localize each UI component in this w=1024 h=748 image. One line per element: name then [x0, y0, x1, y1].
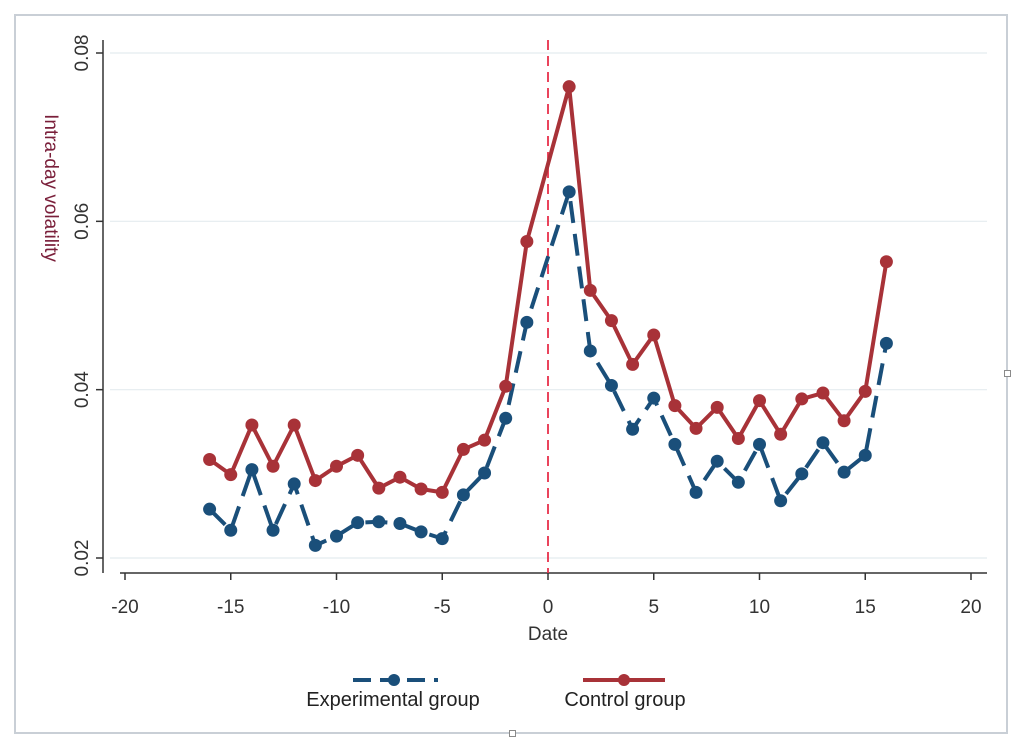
- experimental-group-point: [203, 502, 217, 516]
- legend: Experimental group Control group: [306, 674, 686, 711]
- experimental-group-point: [435, 532, 449, 546]
- control-group-point: [245, 418, 259, 432]
- experimental-group-point: [795, 467, 809, 481]
- chart-frame: [14, 14, 1008, 734]
- experimental-group-point: [689, 485, 703, 499]
- control-group-point: [837, 414, 851, 428]
- experimental-group-point: [753, 437, 766, 451]
- experimental-group-point: [456, 488, 470, 502]
- experimental-group-point: [604, 378, 618, 392]
- experimental-group-point: [626, 422, 640, 436]
- control-group-point: [562, 80, 576, 94]
- control-group-point: [224, 468, 238, 482]
- control-group-point: [879, 255, 893, 269]
- y-axis-title: Intra-day volatility: [40, 114, 61, 262]
- control-group-point: [499, 379, 513, 393]
- experimental-group-point: [351, 516, 365, 530]
- legend-label-control-group: Control group: [564, 689, 685, 711]
- experimental-group-point: [224, 523, 238, 537]
- control-group-point: [435, 485, 449, 499]
- experimental-group-point: [837, 465, 851, 479]
- experimental-group-point: [245, 463, 259, 477]
- x-tick-label: 15: [855, 597, 876, 618]
- control-group-point: [858, 384, 872, 398]
- control-group-point: [710, 400, 724, 414]
- y-tick-label: 0.08: [72, 35, 93, 72]
- experimental-group-point: [414, 525, 428, 539]
- control-group-point: [604, 314, 618, 328]
- control-group-point: [689, 421, 703, 435]
- x-tick-label: 5: [648, 597, 659, 618]
- control-group-point: [351, 448, 365, 462]
- experimental-group-point: [562, 185, 576, 199]
- control-group-point: [478, 433, 492, 447]
- experimental-group-point: [731, 475, 745, 489]
- legend-label-experimental-group: Experimental group: [306, 689, 479, 711]
- y-tick-label: 0.06: [72, 203, 93, 240]
- x-tick-label: -10: [323, 597, 350, 618]
- experimental-group-point: [647, 391, 661, 405]
- resize-handle-bottom[interactable]: [509, 730, 516, 737]
- control-group-point: [774, 427, 788, 441]
- axes: [102, 40, 987, 574]
- experimental-group-point: [774, 494, 788, 508]
- control-group-point: [816, 386, 830, 400]
- control-group-point: [330, 459, 343, 473]
- experimental-group-point: [879, 336, 893, 350]
- x-tick-label: -20: [111, 597, 138, 618]
- legend-marker-control-group: [618, 674, 630, 686]
- experimental-group-point: [372, 515, 386, 529]
- experimental-group-point: [499, 411, 513, 425]
- control-group-point: [731, 431, 745, 445]
- experimental-group-point: [710, 454, 724, 468]
- experimental-group-point: [520, 315, 534, 329]
- tick-marks: 0.02 0.04 0.06 0.08 -20 -15 -10 -5 0 5 10 15 20: [72, 35, 982, 618]
- experimental-group-point: [308, 538, 322, 552]
- y-tick-label: 0.02: [72, 540, 93, 577]
- control-group-point: [583, 283, 597, 297]
- legend-marker-experimental-group: [388, 674, 400, 686]
- control-group-point: [626, 357, 640, 371]
- control-group-point: [795, 392, 809, 406]
- experimental-group-point: [287, 477, 301, 491]
- control-group-point: [393, 470, 407, 484]
- control-group-point: [308, 474, 322, 488]
- x-tick-label: 0: [543, 597, 554, 618]
- resize-handle-right[interactable]: [1004, 370, 1011, 377]
- experimental-group-point: [266, 523, 280, 537]
- control-group-point: [287, 418, 301, 432]
- x-tick-label: -15: [217, 597, 244, 618]
- experimental-group-point: [583, 344, 597, 358]
- control-group-point: [753, 394, 766, 408]
- control-group-point: [372, 481, 386, 495]
- x-tick-label: 10: [749, 597, 770, 618]
- y-tick-label: 0.04: [72, 371, 93, 408]
- x-axis-title: Date: [528, 624, 568, 645]
- experimental-group-point: [330, 529, 343, 543]
- series-layer: [203, 80, 893, 552]
- control-group-point: [520, 235, 534, 249]
- control-group-point: [266, 459, 280, 473]
- x-tick-label: -5: [434, 597, 451, 618]
- experimental-group-point: [816, 436, 830, 450]
- experimental-group-point: [858, 448, 872, 462]
- experimental-group-point: [478, 466, 492, 480]
- control-group-point: [456, 442, 470, 456]
- control-group-point: [203, 453, 217, 467]
- experimental-group-point: [668, 437, 682, 451]
- control-group-point: [414, 482, 428, 496]
- experimental-group-point: [393, 516, 407, 530]
- control-group-point: [647, 328, 661, 342]
- control-group-point: [668, 399, 682, 413]
- x-tick-label: 20: [960, 597, 981, 618]
